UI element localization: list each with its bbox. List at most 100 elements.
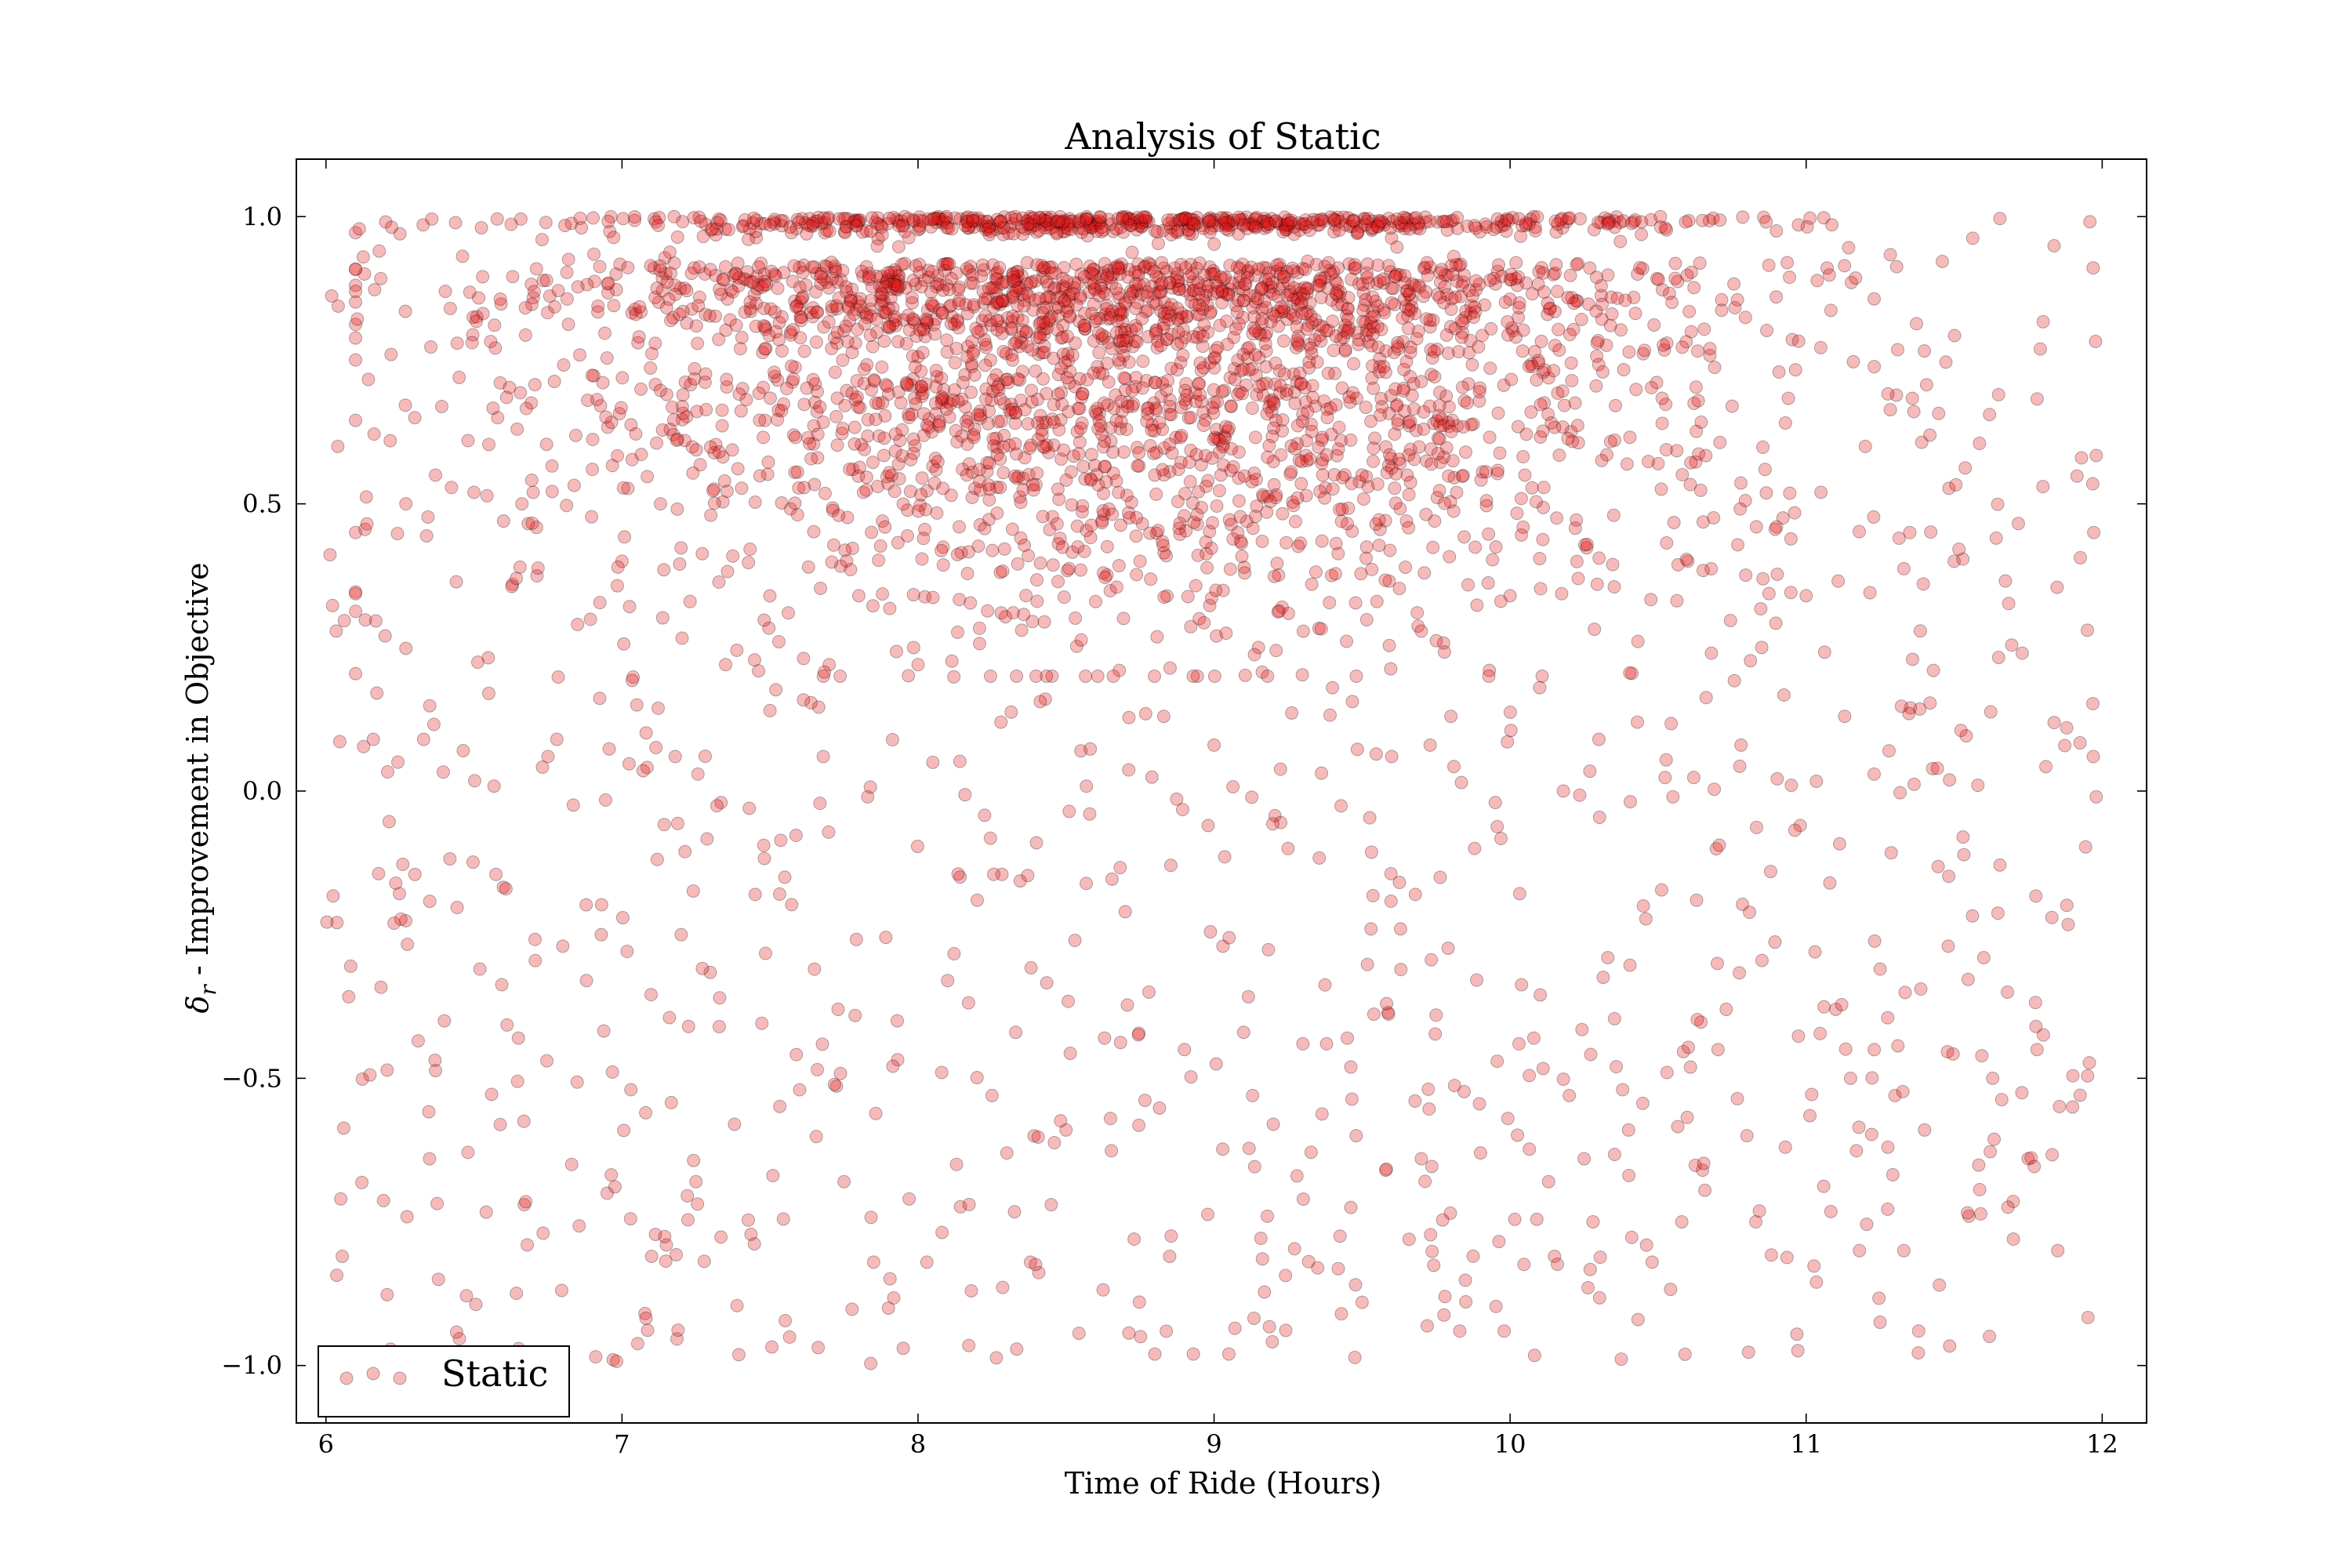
scatter-point	[1439, 328, 1454, 343]
scatter-point	[1627, 215, 1641, 229]
scatter-point	[1971, 779, 1985, 793]
scatter-point	[825, 341, 839, 355]
scatter-point	[794, 310, 808, 325]
scatter-point	[771, 634, 786, 648]
scatter-point	[1422, 1102, 1436, 1116]
scatter-point	[1654, 482, 1668, 496]
scatter-point	[1050, 227, 1064, 241]
scatter-point	[1730, 292, 1744, 307]
scatter-point	[1556, 1072, 1570, 1086]
scatter-point	[1778, 1140, 1792, 1154]
scatter-point	[1949, 477, 1963, 492]
scatter-point	[1459, 445, 1473, 459]
scatter-point	[1125, 383, 1139, 397]
scatter-point	[1803, 1109, 1817, 1123]
scatter-point	[1293, 366, 1307, 380]
scatter-point	[1290, 1169, 1304, 1183]
scatter-point	[1245, 401, 1259, 416]
scatter-point	[975, 258, 989, 272]
scatter-point	[1302, 361, 1316, 375]
scatter-point	[1886, 1167, 1900, 1181]
scatter-point	[1867, 292, 1882, 306]
scatter-point	[1831, 574, 1846, 588]
scatter-point	[1534, 582, 1548, 596]
scatter-point	[1004, 705, 1018, 719]
scatter-point	[1164, 1229, 1178, 1243]
scatter-point	[1965, 231, 1980, 245]
scatter-point	[1077, 318, 1091, 332]
scatter-point	[1334, 799, 1348, 813]
scatter-point	[2078, 840, 2092, 854]
scatter-point	[1760, 323, 1774, 337]
scatter-point	[1606, 557, 1620, 572]
scatter-point	[1442, 469, 1456, 483]
scatter-point	[1407, 452, 1421, 466]
scatter-point	[738, 212, 752, 227]
scatter-point	[1014, 531, 1028, 545]
scatter-point	[1533, 551, 1547, 565]
scatter-point	[941, 395, 955, 409]
scatter-point	[372, 244, 387, 258]
scatter-point	[1693, 483, 1708, 497]
scatter-point	[1105, 304, 1120, 318]
scatter-point	[2015, 646, 2029, 660]
scatter-point	[1444, 214, 1458, 228]
scatter-point	[1098, 256, 1112, 270]
scatter-point	[1299, 434, 1313, 448]
scatter-point	[1360, 270, 1374, 285]
scatter-point	[926, 755, 940, 769]
scatter-point	[1007, 1205, 1022, 1219]
scatter-point	[768, 365, 782, 379]
scatter-point	[1455, 469, 1469, 483]
scatter-point	[1261, 942, 1276, 956]
scatter-point	[1390, 397, 1404, 412]
scatter-point	[594, 898, 608, 912]
scatter-point	[525, 516, 539, 530]
scatter-point	[572, 1219, 586, 1233]
scatter-point	[1210, 499, 1224, 514]
scatter-point	[1348, 596, 1363, 610]
scatter-point	[1057, 590, 1071, 604]
scatter-point	[658, 251, 672, 265]
scatter-point	[1472, 340, 1486, 354]
scatter-point	[650, 852, 664, 866]
scatter-point	[421, 510, 435, 524]
scatter-point	[996, 466, 1011, 480]
scatter-point	[987, 867, 1001, 881]
scatter-point	[973, 517, 987, 532]
scatter-point	[1235, 550, 1249, 564]
scatter-point	[951, 867, 965, 881]
scatter-point	[1112, 663, 1127, 677]
scatter-point	[1942, 869, 1956, 884]
scatter-point	[757, 319, 771, 333]
scatter-point	[1814, 485, 1828, 499]
scatter-point	[1563, 268, 1577, 282]
scatter-point	[1031, 216, 1045, 230]
scatter-point	[1059, 1123, 1073, 1137]
scatter-point	[423, 1152, 437, 1166]
scatter-point	[858, 442, 872, 456]
scatter-point	[1384, 452, 1398, 466]
scatter-point	[1883, 403, 1897, 417]
scatter-point	[728, 1117, 742, 1131]
scatter-point	[467, 774, 481, 788]
scatter-point	[1025, 383, 1039, 397]
scatter-point	[1218, 430, 1232, 445]
scatter-point	[881, 1301, 895, 1315]
scatter-point	[1443, 320, 1457, 334]
scatter-point	[510, 572, 524, 586]
scatter-point	[1171, 311, 1185, 325]
scatter-point	[883, 319, 897, 333]
scatter-point	[615, 554, 629, 568]
scatter-point	[1863, 586, 1877, 600]
scatter-point	[1131, 296, 1145, 310]
scatter-point	[1305, 216, 1319, 230]
scatter-point	[1603, 318, 1617, 332]
scatter-point	[1713, 213, 1727, 227]
scatter-point	[1033, 331, 1047, 345]
scatter-point	[947, 318, 961, 332]
scatter-point	[797, 258, 811, 272]
scatter-point	[1089, 311, 1103, 325]
scatter-point	[2015, 1086, 2029, 1100]
scatter-point	[1314, 622, 1328, 636]
